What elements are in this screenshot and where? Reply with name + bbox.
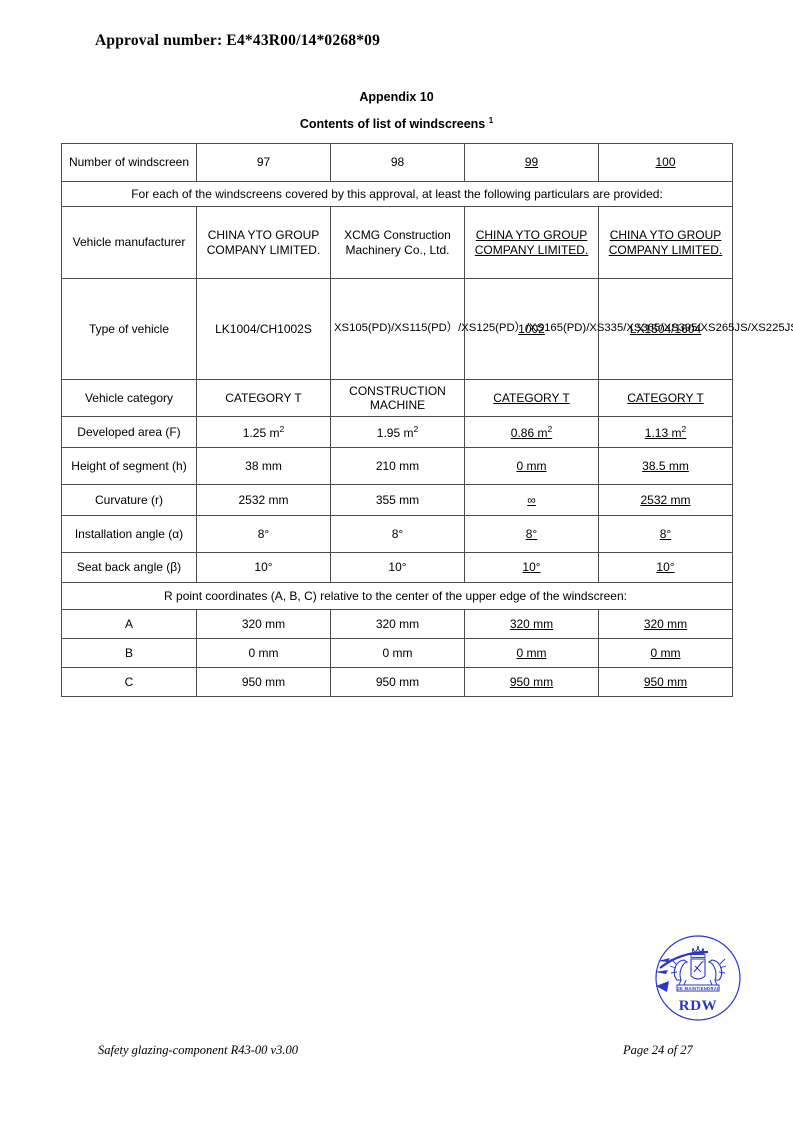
row-label-height-of-segment: Height of segment (h) [61, 447, 197, 485]
footer-page-number: Page 24 of 27 [623, 1043, 693, 1057]
seat-back-angle-1: 10° [196, 552, 331, 583]
curvature-1: 2532 mm [196, 484, 331, 516]
coordinate-c-2: 950 mm [330, 667, 465, 697]
table-row-vehicle-category: Vehicle category CATEGORY T CONSTRUCTION… [61, 379, 733, 417]
height-of-segment-2: 210 mm [330, 447, 465, 485]
row-label-seat-back-angle: Seat back angle (β) [61, 552, 197, 583]
vehicle-manufacturer-3: CHINA YTO GROUP COMPANY LIMITED. [464, 206, 599, 279]
coordinate-a-3: 320 mm [464, 609, 599, 639]
type-of-vehicle-4: LX1504/1604 [598, 278, 733, 380]
row-label-vehicle-manufacturer: Vehicle manufacturer [61, 206, 197, 279]
table-row-coordinate-b: B 0 mm 0 mm 0 mm 0 mm [61, 638, 733, 668]
row-label-coordinate-b: B [61, 638, 197, 668]
installation-angle-3: 8° [464, 515, 599, 553]
height-of-segment-1: 38 mm [196, 447, 331, 485]
table-row-developed-area: Developed area (F) 1.25 m2 1.95 m2 0.86 … [61, 416, 733, 448]
table-row-seat-back-angle: Seat back angle (β) 10° 10° 10° 10° [61, 552, 733, 583]
windscreen-number-4: 100 [598, 143, 733, 182]
coordinate-c-3: 950 mm [464, 667, 599, 697]
footer-document-name: Safety glazing-component R43-00 v3.00 [98, 1043, 298, 1057]
table-row-type-of-vehicle: Type of vehicle LK1004/CH1002S XS105(PD)… [61, 278, 793, 380]
developed-area-3: 0.86 m2 [464, 416, 599, 448]
vehicle-category-1: CATEGORY T [196, 379, 331, 417]
curvature-3: ∞ [464, 484, 599, 516]
coordinate-b-1: 0 mm [196, 638, 331, 668]
table-row-curvature: Curvature (r) 2532 mm 355 mm ∞ 2532 mm [61, 484, 733, 516]
coordinate-b-3: 0 mm [464, 638, 599, 668]
height-of-segment-4: 38.5 mm [598, 447, 733, 485]
rdw-stamp-graphic: JE MAINTIENDRAI RDW [655, 935, 741, 1021]
coordinate-b-4: 0 mm [598, 638, 733, 668]
type-of-vehicle-2: XS105(PD)/XS115(PD）/XS125(PD）/XS165(PD)/… [330, 278, 793, 380]
note-r-point: R point coordinates (A, B, C) relative t… [61, 582, 733, 610]
table-row-coordinate-c: C 950 mm 950 mm 950 mm 950 mm [61, 667, 733, 697]
table-row-installation-angle: Installation angle (α) 8° 8° 8° 8° [61, 515, 733, 553]
table-row-header: Number of windscreen 97 98 99 100 [61, 143, 733, 182]
windscreen-number-2: 98 [330, 143, 465, 182]
table-row-height-of-segment: Height of segment (h) 38 mm 210 mm 0 mm … [61, 447, 733, 485]
table-row-note-r-point: R point coordinates (A, B, C) relative t… [61, 582, 733, 610]
seat-back-angle-2: 10° [330, 552, 465, 583]
type-of-vehicle-3: 1002 [464, 278, 599, 380]
vehicle-category-3: CATEGORY T [464, 379, 599, 417]
row-label-coordinate-c: C [61, 667, 197, 697]
row-label-installation-angle: Installation angle (α) [61, 515, 197, 553]
height-of-segment-3: 0 mm [464, 447, 599, 485]
coordinate-c-4: 950 mm [598, 667, 733, 697]
type-of-vehicle-1: LK1004/CH1002S [196, 278, 331, 380]
approval-number: Approval number: E4*43R00/14*0268*09 [95, 32, 381, 49]
coordinate-a-2: 320 mm [330, 609, 465, 639]
coordinate-a-1: 320 mm [196, 609, 331, 639]
vehicle-manufacturer-4: CHINA YTO GROUP COMPANY LIMITED. [598, 206, 733, 279]
coordinate-b-2: 0 mm [330, 638, 465, 668]
row-label-developed-area: Developed area (F) [61, 416, 197, 448]
stamp-motto: JE MAINTIENDRAI [677, 986, 718, 991]
seat-back-angle-3: 10° [464, 552, 599, 583]
vehicle-category-2: CONSTRUCTION MACHINE [330, 379, 465, 417]
curvature-2: 355 mm [330, 484, 465, 516]
vehicle-manufacturer-1: CHINA YTO GROUP COMPANY LIMITED. [196, 206, 331, 279]
table-row-note-all-windscreens: For each of the windscreens covered by t… [61, 181, 733, 207]
windscreen-contents-table: Number of windscreen 97 98 99 100 For ea… [61, 143, 793, 697]
page-subtitle-text: Contents of list of windscreens [299, 117, 486, 132]
note-all-windscreens: For each of the windscreens covered by t… [61, 181, 733, 207]
page-subtitle: Contents of list of windscreens 1 [0, 116, 793, 131]
row-label-number-of-windscreen: Number of windscreen [61, 143, 197, 182]
footnote-marker: 1 [488, 116, 494, 125]
stamp-label: RDW [679, 998, 717, 1014]
row-label-curvature: Curvature (r) [61, 484, 197, 516]
coordinate-c-1: 950 mm [196, 667, 331, 697]
windscreen-number-3: 99 [464, 143, 599, 182]
row-label-coordinate-a: A [61, 609, 197, 639]
vehicle-manufacturer-2: XCMG Construction Machinery Co., Ltd. [330, 206, 465, 279]
curvature-4: 2532 mm [598, 484, 733, 516]
developed-area-4: 1.13 m2 [598, 416, 733, 448]
installation-angle-2: 8° [330, 515, 465, 553]
installation-angle-4: 8° [598, 515, 733, 553]
windscreen-number-1: 97 [196, 143, 331, 182]
row-label-type-of-vehicle: Type of vehicle [61, 278, 197, 380]
developed-area-2: 1.95 m2 [330, 416, 465, 448]
developed-area-1: 1.25 m2 [196, 416, 331, 448]
table-row-vehicle-manufacturer: Vehicle manufacturer CHINA YTO GROUP COM… [61, 206, 733, 279]
seat-back-angle-4: 10° [598, 552, 733, 583]
installation-angle-1: 8° [196, 515, 331, 553]
page-title: Appendix 10 [359, 90, 434, 104]
row-label-vehicle-category: Vehicle category [61, 379, 197, 417]
rdw-approval-stamp: JE MAINTIENDRAI RDW [646, 928, 750, 1032]
vehicle-category-4: CATEGORY T [598, 379, 733, 417]
coordinate-a-4: 320 mm [598, 609, 733, 639]
table-row-coordinate-a: A 320 mm 320 mm 320 mm 320 mm [61, 609, 733, 639]
